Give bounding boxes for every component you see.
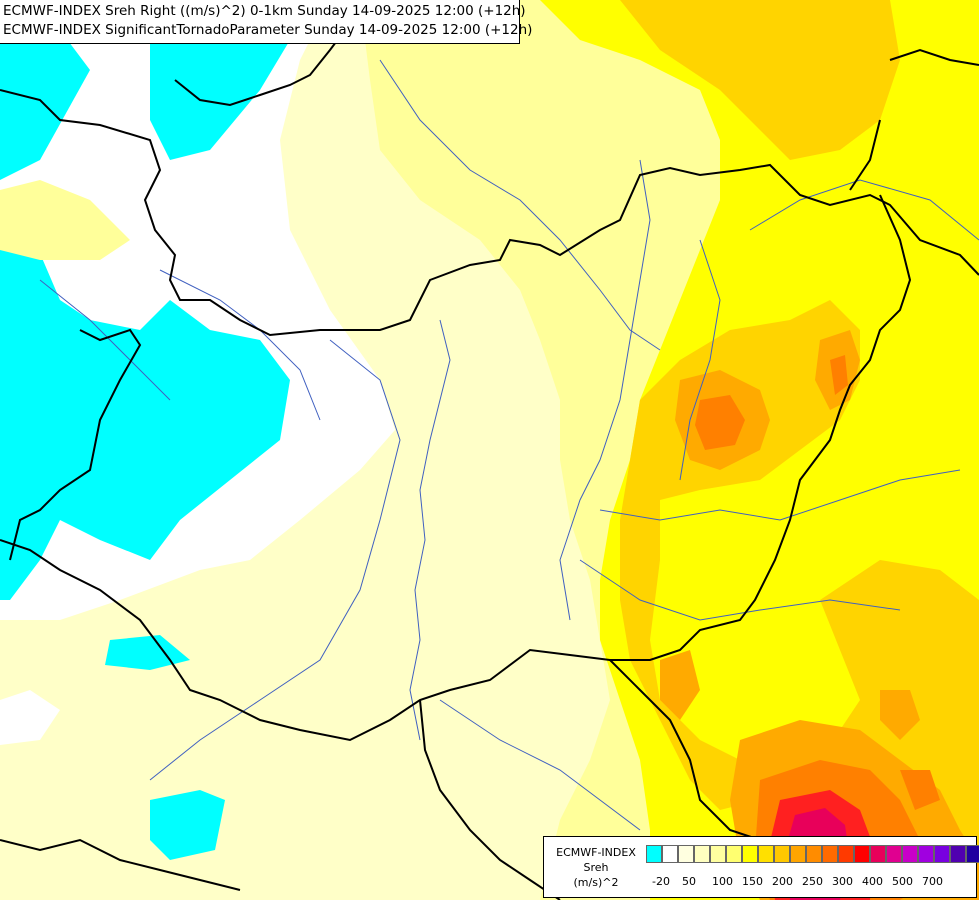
legend-swatch: [822, 845, 838, 863]
legend-swatch: [966, 845, 979, 863]
color-legend: ECMWF-INDEX Sreh (m/s)^2 -20 50 100 150 200 2…: [543, 836, 979, 898]
legend-swatch: [934, 845, 950, 863]
legend-swatch: [838, 845, 854, 863]
legend-title-line-1: ECMWF-INDEX: [556, 846, 636, 859]
rivers: [39, 59, 979, 831]
legend-swatch: [646, 845, 662, 863]
map-title-box: ECMWF-INDEX Sreh Right ((m/s)^2) 0-1km S…: [0, 0, 533, 44]
legend-swatch: [662, 845, 678, 863]
legend-swatch: [918, 845, 934, 863]
legend-label: 250: [802, 875, 823, 888]
legend-swatch: [758, 845, 774, 863]
legend-swatch: [902, 845, 918, 863]
legend-swatch: [678, 845, 694, 863]
legend-title-line-3: (m/s)^2: [573, 876, 619, 889]
legend-label: 300: [832, 875, 853, 888]
title-line-1: ECMWF-INDEX Sreh Right ((m/s)^2) 0-1km S…: [3, 3, 526, 19]
legend-title-line-2: Sreh: [583, 861, 609, 874]
title-line-2: ECMWF-INDEX SignificantTornadoParameter …: [3, 22, 533, 38]
legend-swatch: [870, 845, 886, 863]
legend-label: -20: [652, 875, 670, 888]
legend-swatch: [854, 845, 870, 863]
legend-label: 150: [742, 875, 763, 888]
legend-label: 50: [682, 875, 696, 888]
legend-swatch: [710, 845, 726, 863]
legend-swatches: [646, 845, 979, 863]
legend-swatch: [726, 845, 742, 863]
legend-label: 100: [712, 875, 733, 888]
legend-swatch: [742, 845, 758, 863]
legend-label: 200: [772, 875, 793, 888]
legend-swatch: [774, 845, 790, 863]
legend-swatch: [950, 845, 966, 863]
legend-swatch: [886, 845, 902, 863]
legend-label: 700: [922, 875, 943, 888]
legend-label: 500: [892, 875, 913, 888]
legend-swatch: [790, 845, 806, 863]
legend-swatch: [806, 845, 822, 863]
legend-labels: -20 50 100 150 200 250 300 400 500 700: [646, 875, 976, 891]
legend-label: 400: [862, 875, 883, 888]
legend-swatch: [694, 845, 710, 863]
legend-title: ECMWF-INDEX Sreh (m/s)^2: [548, 845, 644, 890]
